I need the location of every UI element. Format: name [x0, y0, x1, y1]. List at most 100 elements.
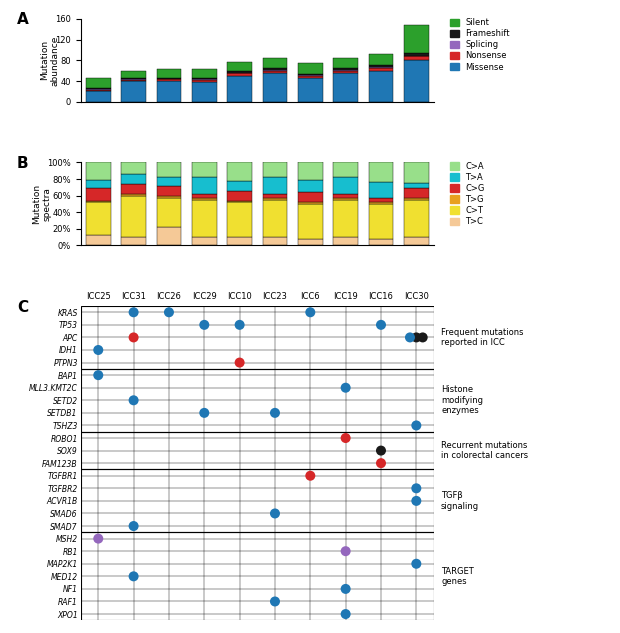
- Bar: [86, 180, 110, 188]
- Bar: [369, 65, 393, 67]
- Text: Frequent mutations
reported in ICC: Frequent mutations reported in ICC: [441, 328, 523, 347]
- Bar: [334, 73, 358, 102]
- Bar: [369, 204, 393, 239]
- Bar: [263, 177, 287, 194]
- Point: [376, 320, 386, 330]
- Bar: [404, 56, 428, 60]
- Bar: [122, 163, 146, 174]
- Bar: [86, 163, 110, 180]
- Point: [341, 609, 351, 619]
- Bar: [192, 237, 216, 245]
- Bar: [404, 188, 428, 198]
- Bar: [263, 58, 287, 68]
- Bar: [369, 182, 393, 198]
- Point: [270, 508, 280, 518]
- Bar: [228, 237, 252, 245]
- Bar: [86, 188, 110, 201]
- Bar: [157, 81, 181, 102]
- Bar: [263, 194, 287, 198]
- Bar: [404, 60, 428, 102]
- Bar: [157, 80, 181, 81]
- Text: B: B: [17, 156, 29, 171]
- Bar: [157, 163, 181, 177]
- Point: [234, 358, 244, 368]
- Text: Recurrent mutations
in colorectal cancers: Recurrent mutations in colorectal cancer…: [441, 441, 528, 460]
- Bar: [334, 68, 358, 70]
- Bar: [192, 198, 216, 200]
- Bar: [81, 532, 434, 620]
- Bar: [263, 200, 287, 237]
- Point: [341, 383, 351, 393]
- Text: A: A: [17, 13, 29, 27]
- Bar: [298, 163, 322, 180]
- Point: [94, 370, 104, 380]
- Text: Histone
modifying
enzymes: Histone modifying enzymes: [441, 385, 483, 415]
- Bar: [86, 202, 110, 235]
- Bar: [157, 198, 181, 227]
- Bar: [228, 163, 252, 180]
- Bar: [369, 239, 393, 245]
- Bar: [263, 163, 287, 177]
- Bar: [298, 202, 322, 204]
- Bar: [228, 191, 252, 201]
- Bar: [334, 177, 358, 194]
- Bar: [192, 82, 216, 102]
- Bar: [122, 80, 146, 81]
- Bar: [369, 68, 393, 71]
- Bar: [192, 78, 216, 80]
- Legend: C>A, T>A, C>G, T>G, C>T, T>C: C>A, T>A, C>G, T>G, C>T, T>C: [449, 160, 487, 228]
- Bar: [298, 78, 322, 102]
- Bar: [298, 180, 322, 192]
- Point: [411, 420, 421, 430]
- Point: [164, 307, 174, 317]
- Bar: [157, 68, 181, 78]
- Bar: [298, 204, 322, 239]
- Bar: [263, 68, 287, 70]
- Bar: [192, 80, 216, 82]
- Text: TARGET
genes: TARGET genes: [441, 567, 474, 586]
- Bar: [81, 470, 434, 532]
- Bar: [81, 432, 434, 470]
- Point: [94, 534, 104, 544]
- Point: [305, 471, 315, 481]
- Bar: [263, 198, 287, 200]
- Point: [270, 596, 280, 606]
- Bar: [298, 239, 322, 245]
- Point: [94, 345, 104, 355]
- Bar: [334, 163, 358, 177]
- Bar: [228, 62, 252, 71]
- Bar: [192, 194, 216, 198]
- Bar: [334, 71, 358, 73]
- Bar: [122, 196, 146, 237]
- Bar: [86, 235, 110, 245]
- Point: [411, 332, 421, 342]
- Point: [341, 584, 351, 594]
- Bar: [86, 91, 110, 102]
- Bar: [86, 201, 110, 202]
- Bar: [228, 71, 252, 73]
- Bar: [369, 163, 393, 182]
- Point: [411, 496, 421, 506]
- Bar: [192, 200, 216, 237]
- Point: [376, 446, 386, 456]
- Point: [376, 458, 386, 468]
- Point: [341, 546, 351, 556]
- Bar: [263, 237, 287, 245]
- Bar: [81, 369, 434, 432]
- Text: TGFβ
signaling: TGFβ signaling: [441, 491, 479, 511]
- Bar: [192, 163, 216, 177]
- Point: [129, 571, 139, 581]
- Bar: [404, 25, 428, 53]
- Point: [129, 332, 139, 342]
- Bar: [334, 198, 358, 200]
- Bar: [122, 71, 146, 78]
- Bar: [369, 198, 393, 202]
- Bar: [298, 76, 322, 78]
- Bar: [298, 192, 322, 202]
- Bar: [263, 71, 287, 73]
- Bar: [228, 73, 252, 76]
- Point: [199, 320, 209, 330]
- Bar: [334, 58, 358, 68]
- Point: [305, 307, 315, 317]
- Point: [129, 521, 139, 531]
